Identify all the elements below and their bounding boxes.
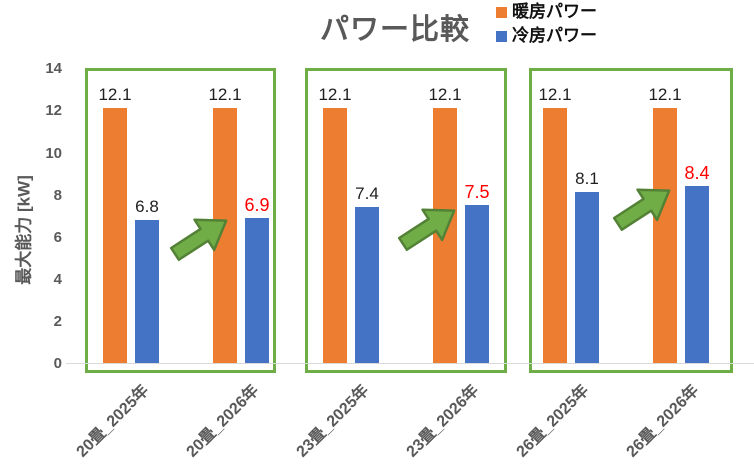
cooling-bar xyxy=(575,192,599,363)
y-tick-label: 14 xyxy=(45,60,62,78)
heating-bar xyxy=(653,108,677,363)
x-axis-category-label: 20畳_2025年 xyxy=(73,382,153,461)
cooling-bar xyxy=(465,205,489,363)
heating-swatch-icon xyxy=(496,6,507,18)
legend-item-cooling: 冷房パワー xyxy=(496,26,597,46)
y-tick-label: 4 xyxy=(53,270,62,288)
y-tick-label: 8 xyxy=(53,186,62,204)
chart-title: パワー比較 xyxy=(319,14,471,46)
legend-label-cooling: 冷房パワー xyxy=(512,26,597,46)
x-axis-category-label: 26畳_2026年 xyxy=(623,382,703,461)
heating-value-label: 12.1 xyxy=(428,85,462,105)
cooling-value-label: 7.4 xyxy=(355,184,379,204)
cooling-bar xyxy=(685,186,709,363)
heating-value-label: 12.1 xyxy=(648,85,682,105)
group-highlight-box xyxy=(529,68,733,373)
y-tick-label: 10 xyxy=(45,144,62,162)
heating-bar xyxy=(323,108,347,363)
cooling-value-label: 8.1 xyxy=(575,169,599,189)
cooling-bar xyxy=(355,207,379,363)
increase-arrow-icon xyxy=(169,218,228,262)
heating-value-label: 12.1 xyxy=(318,85,352,105)
cooling-value-label-highlighted: 6.9 xyxy=(244,194,270,215)
cooling-value-label-highlighted: 8.4 xyxy=(684,163,710,184)
cooling-bar xyxy=(245,217,269,363)
x-axis-category-label: 26畳_2025年 xyxy=(513,382,593,461)
heating-value-label: 12.1 xyxy=(208,85,242,105)
heating-value-label: 12.1 xyxy=(538,85,572,105)
y-tick-label: 2 xyxy=(53,312,62,330)
legend-label-heating: 暖房パワー xyxy=(512,2,597,21)
y-tick-label: 0 xyxy=(53,355,62,372)
y-tick-label: 12 xyxy=(45,102,62,120)
legend: 暖房パワー 冷房パワー xyxy=(496,2,597,47)
y-tick-label: 6 xyxy=(53,228,62,246)
increase-arrow-icon xyxy=(397,208,456,252)
cooling-swatch-icon xyxy=(496,31,507,43)
legend-item-heating: 暖房パワー xyxy=(496,2,597,22)
x-axis-category-label: 20畳_2026年 xyxy=(183,382,263,461)
heating-value-label: 12.1 xyxy=(98,85,132,105)
cooling-value-label-highlighted: 7.5 xyxy=(464,182,490,203)
group-highlight-box xyxy=(305,68,507,373)
heating-bar xyxy=(103,108,127,363)
x-axis-category-label: 23畳_2025年 xyxy=(293,382,373,461)
increase-arrow-icon xyxy=(612,188,671,232)
cooling-bar xyxy=(135,219,159,363)
x-axis-category-label: 23畳_2026年 xyxy=(403,382,483,461)
group-highlight-box xyxy=(85,68,276,373)
heating-bar xyxy=(543,108,567,363)
cooling-value-label: 6.8 xyxy=(135,196,159,216)
x-axis-baseline xyxy=(66,363,754,364)
